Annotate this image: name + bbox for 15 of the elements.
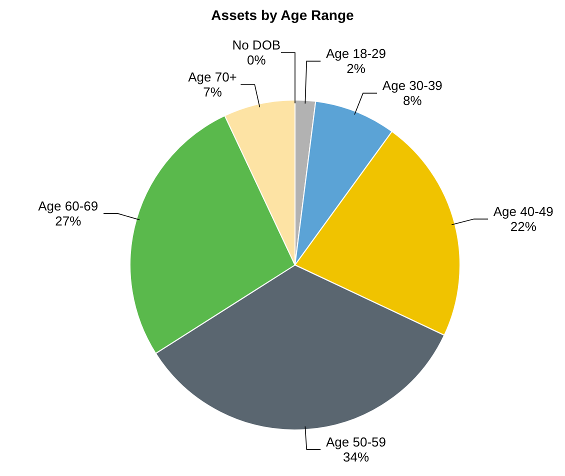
chart-title: Assets by Age Range <box>211 7 354 23</box>
category-label: No DOB <box>232 38 281 53</box>
slice-label: Age 30-39 <box>382 78 442 94</box>
slice-label: Age 40-49 <box>493 204 554 220</box>
slice-label: Age 50-59 <box>326 434 386 450</box>
data-label: 34% <box>342 449 370 464</box>
data-label: 7% <box>203 84 222 100</box>
data-label: 22% <box>510 219 537 234</box>
slice-label: Age 60-69 <box>38 198 98 214</box>
data-label: 8% <box>403 93 422 108</box>
text: 0% <box>247 52 266 68</box>
slice-label: Age 18-29 <box>326 46 386 62</box>
slice-label: Age 70+ <box>188 70 237 85</box>
data-label: 27% <box>55 213 82 228</box>
data-label: 2% <box>346 61 366 76</box>
